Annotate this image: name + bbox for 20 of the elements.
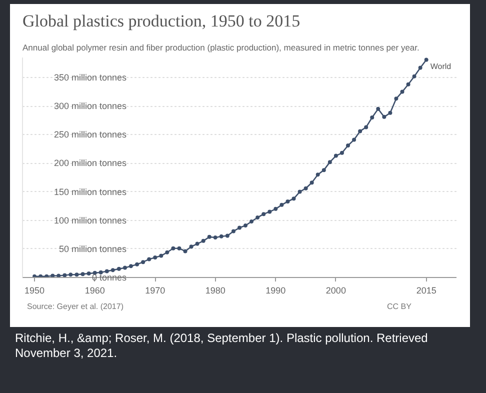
chart-title: Global plastics production, 1950 to 2015: [22, 12, 300, 30]
y-tick-label: 200 million tonnes: [54, 158, 127, 168]
source-note: Source: Geyer et al. (2017): [27, 301, 124, 312]
y-tick-label: 150 million tonnes: [54, 186, 127, 197]
chart-subtitle: Annual global polymer resin and fiber production (plastic production), measured in metric tonnes per year.: [22, 42, 420, 52]
x-tick-label: 1960: [84, 286, 105, 296]
y-tick-label: 100 million tonnes: [54, 215, 127, 226]
series-label: World: [430, 62, 452, 71]
text: Ritchie, H., &amp; Roser, M. (2018, September 1). Plastic pollution. Retrieved November 3, 2021.: [15, 331, 429, 360]
x-tick-label: 2000: [326, 286, 346, 296]
y-tick-label: 350 million tonnes: [54, 72, 127, 82]
x-tick-label: 1970: [145, 286, 166, 296]
y-tick-label: 300 million tonnes: [54, 101, 127, 112]
y-tick-label: 50 million tonnes: [58, 244, 127, 254]
text: CC BY: [387, 301, 412, 312]
x-tick-label: 1990: [266, 286, 286, 296]
x-tick-label: 2015: [416, 286, 436, 296]
y-tick-label: 250 million tonnes: [54, 130, 127, 140]
x-tick-label: 1950: [24, 286, 45, 296]
x-tick-label: 1980: [205, 286, 226, 296]
